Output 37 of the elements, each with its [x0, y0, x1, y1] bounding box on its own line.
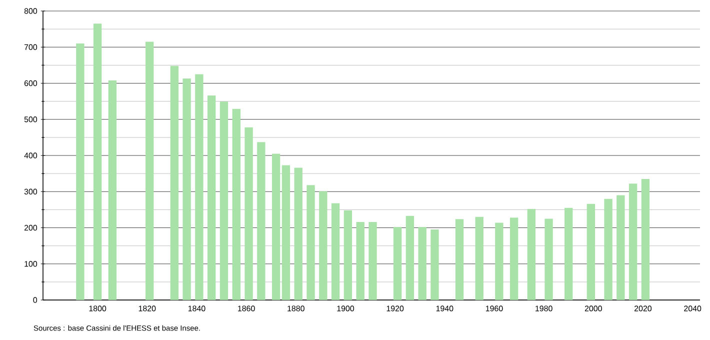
bar: [170, 66, 178, 300]
bar: [430, 230, 439, 300]
bar: [294, 168, 302, 300]
bar: [272, 154, 280, 300]
bar: [232, 108, 240, 300]
bar: [319, 191, 328, 300]
bar: [208, 96, 216, 300]
bar: [108, 80, 117, 300]
bar: [195, 74, 204, 300]
bar: [616, 195, 625, 300]
bar: [306, 185, 315, 300]
bar: [356, 222, 364, 300]
bar: [282, 165, 290, 300]
bar: [475, 216, 484, 300]
bar: [344, 210, 352, 300]
bar: [368, 222, 377, 300]
bar: [628, 184, 638, 300]
bar: [495, 222, 504, 300]
bar: [641, 178, 650, 300]
bar: [510, 218, 518, 300]
bar: [604, 198, 612, 300]
bar: [182, 78, 191, 300]
bar: [146, 42, 154, 300]
bar: [257, 142, 266, 300]
bar: [331, 203, 340, 300]
bar: [393, 227, 402, 300]
bar: [564, 208, 573, 300]
bar: [220, 102, 228, 300]
bar: [244, 127, 253, 300]
bar: [418, 227, 426, 300]
bar: [93, 24, 102, 300]
bar: [544, 218, 553, 300]
bar: [527, 208, 536, 300]
bar: [406, 216, 414, 300]
bar: [455, 219, 464, 300]
bar: [586, 204, 596, 300]
bar: [76, 44, 84, 300]
